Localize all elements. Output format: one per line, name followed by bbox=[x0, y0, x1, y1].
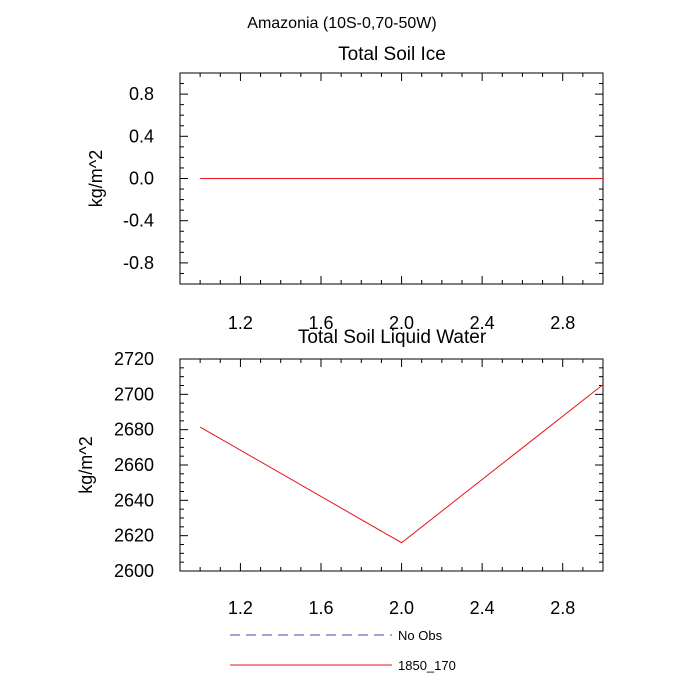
y-tick-label: 2680 bbox=[114, 420, 154, 440]
x-tick-label: 1.6 bbox=[308, 598, 333, 618]
y-tick-label: 0.8 bbox=[129, 84, 154, 104]
legend-entry-1850-170: 1850_170 bbox=[230, 658, 456, 673]
x-tick-label: 2.4 bbox=[470, 598, 495, 618]
legend: No Obs 1850_170 bbox=[230, 628, 456, 673]
x-tick-label: 2.8 bbox=[550, 313, 575, 333]
y-axis-label: kg/m^2 bbox=[86, 150, 106, 207]
y-tick-label: 0.4 bbox=[129, 126, 154, 146]
x-tick-label: 2.4 bbox=[470, 313, 495, 333]
chart-title: Total Soil Ice bbox=[338, 44, 446, 65]
series-line-1850-170 bbox=[199, 384, 604, 544]
plot-frame bbox=[179, 358, 604, 572]
y-axis-label: kg/m^2 bbox=[76, 436, 96, 493]
y-tick-label: 2640 bbox=[114, 490, 154, 510]
x-tick-label: 1.2 bbox=[228, 313, 253, 333]
x-tick-label: 2.0 bbox=[389, 598, 414, 618]
legend-label-1850-170: 1850_170 bbox=[398, 658, 456, 673]
legend-label-no-obs: No Obs bbox=[398, 628, 443, 643]
panel-total-soil-ice: Total Soil Ice kg/m^2 1.2 1.6 2.0 2.4 2.8 -0.8 -… bbox=[86, 44, 604, 333]
chart-title: Total Soil Liquid Water bbox=[298, 327, 487, 348]
y-tick-label: 2600 bbox=[114, 561, 154, 581]
y-tick-label: 2660 bbox=[114, 455, 154, 475]
x-tick-label: 2.8 bbox=[550, 598, 575, 618]
x-tick-label: 1.6 bbox=[308, 313, 333, 333]
panel-total-soil-liquid-water: Total Soil Liquid Water kg/m^2 1.2 1.6 2.0 2.… bbox=[76, 327, 604, 618]
y-tick-label: 2720 bbox=[114, 349, 154, 369]
y-tick-label: 2620 bbox=[114, 526, 154, 546]
x-tick-label: 1.2 bbox=[228, 598, 253, 618]
y-tick-label: 2700 bbox=[114, 384, 154, 404]
y-tick-label: -0.8 bbox=[123, 253, 154, 273]
y-tick-label: 0.0 bbox=[129, 169, 154, 189]
x-tick-label: 2.0 bbox=[389, 313, 414, 333]
y-tick-label: -0.4 bbox=[123, 211, 154, 231]
figure-title: Amazonia (10S-0,70-50W) bbox=[247, 15, 436, 32]
legend-entry-no-obs: No Obs bbox=[230, 628, 443, 643]
